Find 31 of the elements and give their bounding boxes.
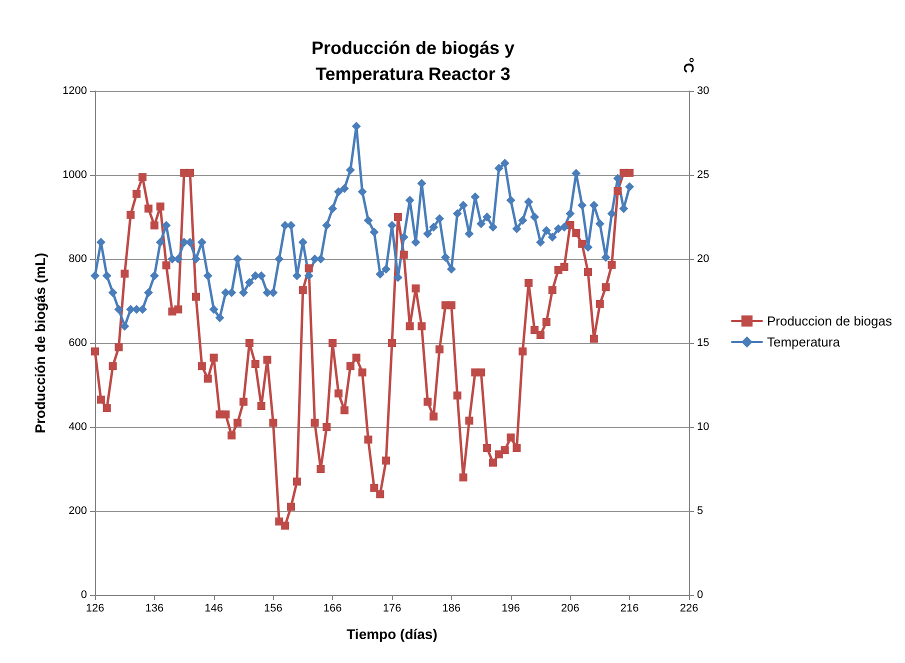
y-tick-label: 400 <box>68 421 87 433</box>
x-tick-label: 126 <box>86 602 104 614</box>
y-tick-label: 0 <box>80 589 87 601</box>
x-axis-title: Tiempo (días) <box>346 626 438 642</box>
x-tick-label: 196 <box>502 602 520 614</box>
y-tick-label: 200 <box>68 505 87 517</box>
x-tick-label: 156 <box>264 602 282 614</box>
y2-tick-label: 15 <box>697 337 710 349</box>
x-tick-label: 146 <box>204 602 223 614</box>
y2-tick-label: 0 <box>697 589 704 601</box>
x-tick-label: 226 <box>680 602 698 614</box>
y-tick-label: 1000 <box>62 169 87 181</box>
x-tick-label: 206 <box>561 602 580 614</box>
y-axis-title: Producción de biogás (mL) <box>32 252 48 434</box>
y-tick-label: 600 <box>68 337 87 349</box>
y2-tick-label: 5 <box>697 505 704 517</box>
y2-tick-label: 20 <box>697 253 710 265</box>
y2-tick-label: 10 <box>697 421 710 433</box>
y2-tick-label: 30 <box>697 85 710 97</box>
x-tick-label: 166 <box>323 602 342 614</box>
y2-axis-title: °C <box>681 57 697 73</box>
x-tick-label: 216 <box>620 602 639 614</box>
y-tick-label: 800 <box>68 253 87 265</box>
y2-tick-label: 25 <box>697 169 710 181</box>
legend-label: Temperatura <box>766 334 841 350</box>
y-tick-label: 1200 <box>62 85 87 97</box>
x-tick-label: 136 <box>145 602 164 614</box>
legend-label: Produccion de biogas <box>766 314 892 328</box>
x-tick-label: 186 <box>442 602 461 614</box>
chart-title: Producción de biogás y Temperatura Reactor 3 <box>311 38 515 84</box>
x-tick-label: 176 <box>382 602 402 614</box>
